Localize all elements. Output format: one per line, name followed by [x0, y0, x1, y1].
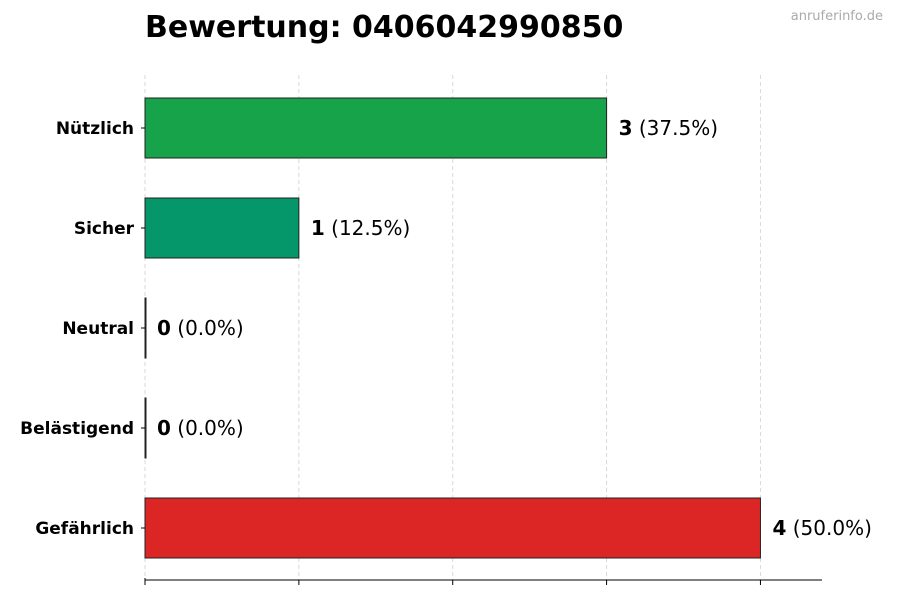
value-count-2: 0: [157, 316, 171, 340]
value-count-0: 3: [619, 116, 633, 140]
value-label-4: 4 (50.0%): [772, 516, 871, 540]
value-percent-2: (0.0%): [171, 316, 244, 340]
value-percent-0: (37.5%): [633, 116, 719, 140]
value-label-3: 0 (0.0%): [157, 416, 244, 440]
value-count-1: 1: [311, 216, 325, 240]
value-label-0: 3 (37.5%): [619, 116, 718, 140]
chart-title: Bewertung: 0406042990850: [145, 10, 624, 45]
category-label-0: Nützlich: [56, 119, 134, 139]
bar-0: [144, 97, 608, 159]
value-count-4: 4: [772, 516, 786, 540]
value-label-1: 1 (12.5%): [311, 216, 410, 240]
category-label-1: Sicher: [74, 219, 135, 239]
bar-4: [144, 497, 761, 559]
bar-2: [144, 297, 147, 359]
value-percent-1: (12.5%): [325, 216, 411, 240]
value-percent-4: (50.0%): [786, 516, 872, 540]
value-percent-3: (0.0%): [171, 416, 244, 440]
value-label-2: 0 (0.0%): [157, 316, 244, 340]
bar-3: [144, 397, 147, 459]
value-count-3: 0: [157, 416, 171, 440]
bar-1: [144, 197, 300, 259]
watermark: anruferinfo.de: [790, 9, 883, 24]
category-label-2: Neutral: [62, 319, 134, 339]
category-label-3: Belästigend: [20, 419, 134, 439]
category-label-4: Gefährlich: [35, 519, 134, 539]
